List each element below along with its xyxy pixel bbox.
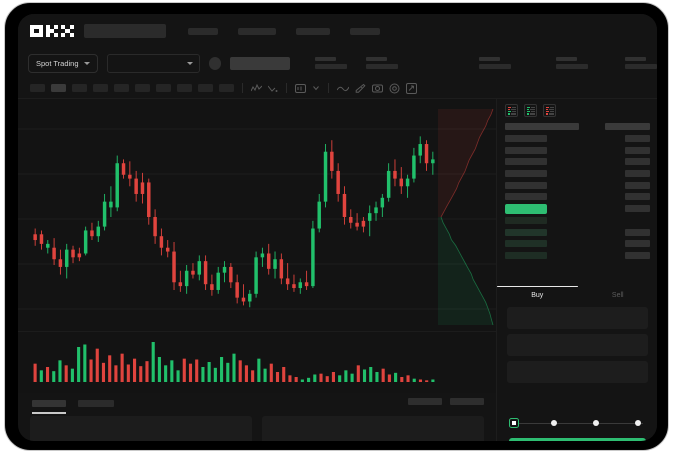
toolbar-divider: [328, 83, 329, 93]
logo-letter-o: [30, 24, 43, 38]
bottom-tab-bar: [18, 393, 496, 414]
bottom-content-area: [18, 416, 496, 441]
slider-step-2[interactable]: [551, 420, 557, 426]
logo-letter-k: [45, 24, 59, 38]
bottom-action-2[interactable]: [450, 398, 484, 405]
trading-mode-selector[interactable]: Spot Trading: [28, 53, 98, 73]
last-price: [230, 56, 290, 70]
camera-icon[interactable]: [372, 83, 383, 93]
timeframe-button-8[interactable]: [177, 84, 192, 92]
order-price-field[interactable]: [507, 307, 648, 329]
slider-track: [512, 422, 643, 424]
line-chart-icon[interactable]: [337, 84, 349, 93]
slider-step-4[interactable]: [635, 420, 641, 426]
orderbook-header-row: [505, 121, 650, 133]
orderbook-ask-row[interactable]: [505, 144, 650, 156]
bottom-action-1[interactable]: [408, 398, 442, 405]
timeframe-button-5[interactable]: [114, 84, 129, 92]
timeframe-button-4[interactable]: [93, 84, 108, 92]
settings-icon[interactable]: [389, 83, 400, 94]
device-frame: Spot Trading: [4, 2, 669, 451]
orderbook-bid-row[interactable]: [505, 238, 650, 250]
market-stat-2: [366, 56, 398, 70]
nav-link-3[interactable]: [296, 27, 330, 35]
orderbook-last-price-row: [505, 203, 650, 215]
logo-letter-x: [61, 24, 74, 38]
orderbook-both-icon[interactable]: [505, 104, 518, 117]
place-order-button[interactable]: [509, 438, 646, 441]
slider-step-3[interactable]: [593, 420, 599, 426]
orderbook-bid-row[interactable]: [505, 250, 650, 262]
timeframe-button-1[interactable]: [30, 84, 45, 92]
trading-mode-label: Spot Trading: [36, 58, 79, 68]
eraser-icon[interactable]: [355, 83, 366, 94]
template-icon[interactable]: [295, 83, 306, 93]
indicator-icon[interactable]: [251, 83, 262, 93]
tab-buy[interactable]: Buy: [497, 285, 578, 299]
chart-toolbar: [18, 78, 657, 99]
chevron-down-icon: [83, 61, 90, 65]
market-stat-3: [479, 56, 511, 70]
search-input[interactable]: [84, 24, 166, 38]
bottom-right-actions: [408, 398, 484, 405]
order-amount-field[interactable]: [507, 334, 648, 356]
timeframe-button-6[interactable]: [135, 84, 150, 92]
tab-buy-label: Buy: [531, 291, 544, 299]
coin-avatar: [208, 56, 222, 70]
order-panel: Buy Sell: [496, 99, 657, 441]
buy-sell-tabs: Buy Sell: [497, 281, 657, 305]
top-navigation-bar: [18, 14, 657, 48]
timeframe-button-7[interactable]: [156, 84, 171, 92]
orderbook-ask-row[interactable]: [505, 156, 650, 168]
market-stat-1: [315, 56, 347, 70]
chevron-down-icon[interactable]: [312, 84, 320, 92]
tab-sell-label: Sell: [611, 291, 624, 299]
timeframe-button-3[interactable]: [72, 84, 87, 92]
toolbar-divider: [242, 83, 243, 93]
orderbook-bid-row[interactable]: [505, 215, 650, 227]
market-stat-5: [625, 56, 657, 70]
timeframe-button-10[interactable]: [219, 84, 234, 92]
volume-chart: [18, 331, 496, 393]
compare-icon[interactable]: [268, 84, 278, 93]
orderbook-ask-row[interactable]: [505, 133, 650, 145]
orderbook-asks-icon[interactable]: [543, 104, 556, 117]
slider-handle[interactable]: [509, 418, 519, 428]
orderbook-ask-row[interactable]: [505, 168, 650, 180]
bottom-tab-2[interactable]: [78, 399, 114, 407]
order-total-field[interactable]: [507, 361, 648, 383]
volume-bars: [33, 342, 435, 382]
orderbook-bids-icon[interactable]: [524, 104, 537, 117]
orderbook-ask-row[interactable]: [505, 191, 650, 203]
candles-group: [33, 136, 435, 308]
candlestick-series: [18, 128, 496, 310]
nav-link-1[interactable]: [188, 27, 218, 35]
chart-gridlines: [18, 128, 496, 310]
orderbook[interactable]: [497, 121, 657, 276]
nav-link-2[interactable]: [238, 27, 276, 35]
orderbook-bid-row[interactable]: [505, 226, 650, 238]
market-stat-4: [556, 56, 588, 70]
order-form: [497, 307, 657, 388]
toolbar-divider: [286, 83, 287, 93]
okx-logo-icon[interactable]: [30, 24, 74, 38]
tab-sell[interactable]: Sell: [578, 288, 658, 299]
market-header: Spot Trading: [18, 48, 657, 78]
orderbook-ask-row[interactable]: [505, 179, 650, 191]
price-chart[interactable]: [18, 99, 496, 331]
bottom-tab-1[interactable]: [32, 399, 66, 414]
chevron-down-icon: [186, 61, 193, 65]
orderbook-view-toggles: [497, 99, 657, 117]
amount-slider[interactable]: [509, 417, 646, 429]
timeframe-button-2[interactable]: [51, 84, 66, 92]
timeframe-button-9[interactable]: [198, 84, 213, 92]
depth-chart-overlay: [438, 108, 494, 326]
fullscreen-icon[interactable]: [406, 82, 417, 94]
bottom-panel-left: [30, 416, 252, 441]
nav-link-4[interactable]: [350, 27, 380, 35]
trading-pair-selector[interactable]: [106, 53, 200, 73]
app-screen: Spot Trading: [18, 14, 657, 441]
bottom-panel-right: [262, 416, 484, 441]
